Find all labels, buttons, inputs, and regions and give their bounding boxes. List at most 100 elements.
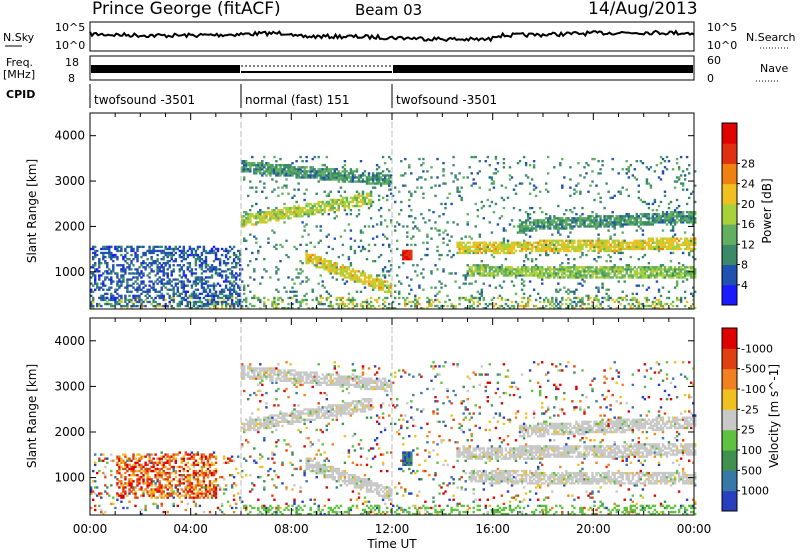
heatmap-cell	[212, 286, 216, 289]
heatmap-cell	[496, 162, 500, 165]
heatmap-cell	[500, 304, 504, 308]
heatmap-cell	[263, 170, 266, 173]
heatmap-cell	[595, 276, 598, 279]
heatmap-cell	[456, 251, 459, 255]
heatmap-cell	[549, 221, 552, 224]
heatmap-cell	[271, 166, 274, 169]
heatmap-cell	[98, 264, 101, 267]
heatmap-cell	[675, 296, 679, 300]
heatmap-cell	[599, 272, 602, 275]
heatmap-cell	[265, 196, 268, 200]
heatmap-cell	[559, 217, 562, 220]
heatmap-cell	[124, 304, 127, 308]
heatmap-cell	[142, 304, 145, 308]
heatmap-cell	[623, 215, 626, 218]
heatmap-cell	[508, 249, 512, 253]
heatmap-cell	[669, 215, 673, 218]
heatmap-cell	[386, 307, 389, 310]
heatmap-cell	[518, 268, 522, 271]
heatmap-cell	[112, 266, 115, 269]
heatmap-cell	[261, 211, 264, 214]
heatmap-cell	[555, 223, 558, 226]
heatmap-cell	[512, 245, 516, 249]
heatmap-cell	[132, 282, 135, 285]
heatmap-cell	[671, 237, 675, 240]
heatmap-cell	[226, 262, 230, 265]
heatmap-cell	[494, 157, 498, 161]
heatmap-cell	[663, 215, 667, 218]
heatmap-cell	[400, 174, 403, 177]
heatmap-cell	[641, 215, 645, 218]
heatmap-cell	[532, 274, 536, 277]
heatmap-cell	[192, 292, 196, 296]
heatmap-cell	[647, 243, 651, 247]
heatmap-cell	[371, 176, 375, 179]
heatmap-cell	[158, 294, 161, 298]
heatmap-cell	[124, 268, 127, 271]
heatmap-cell	[339, 270, 343, 273]
heatmap-cell	[569, 186, 572, 189]
heatmap-cell	[295, 200, 298, 204]
heatmap-cell	[667, 213, 671, 216]
heatmap-cell	[226, 296, 230, 300]
heatmap-cell	[212, 294, 216, 298]
heatmap-cell	[651, 213, 655, 216]
heatmap-cell	[148, 266, 151, 269]
heatmap-cell	[518, 304, 522, 308]
heatmap-cell	[351, 176, 355, 179]
heatmap-cell	[349, 196, 353, 200]
heatmap-cell	[383, 182, 387, 185]
heatmap-cell	[581, 268, 584, 271]
heatmap-cell	[253, 164, 256, 167]
heatmap-cell	[311, 176, 314, 179]
heatmap-cell	[178, 249, 182, 253]
heatmap-cell	[647, 241, 651, 244]
heatmap-cell	[665, 272, 669, 275]
heatmap-cell	[532, 211, 536, 214]
heatmap-cell	[547, 243, 550, 247]
heatmap-cell	[333, 168, 337, 171]
heatmap-cell	[265, 170, 268, 173]
heatmap-cell	[371, 174, 375, 177]
heatmap-cell	[261, 215, 264, 218]
heatmap-cell	[416, 186, 419, 189]
heatmap-cell	[621, 186, 624, 189]
heatmap-cell	[295, 298, 298, 302]
heatmap-cell	[502, 307, 506, 310]
heatmap-cell	[323, 286, 326, 289]
heatmap-cell	[438, 215, 441, 218]
heatmap-cell	[186, 262, 190, 265]
heatmap-cell	[371, 172, 375, 175]
heatmap-cell	[315, 176, 318, 179]
date-label: 14/Aug/2013	[588, 0, 698, 19]
heatmap-cell	[510, 243, 514, 247]
heatmap-cell	[343, 176, 347, 179]
heatmap-cell	[500, 296, 504, 300]
heatmap-cell	[478, 241, 482, 244]
heatmap-cell	[190, 251, 194, 255]
heatmap-cell	[599, 302, 602, 306]
heatmap-cell	[573, 300, 576, 304]
heatmap-cell	[321, 200, 324, 204]
heatmap-cell	[599, 268, 602, 271]
heatmap-cell	[92, 251, 95, 255]
heatmap-cell	[150, 296, 153, 300]
heatmap-cell	[657, 239, 661, 242]
heatmap-cell	[605, 276, 608, 279]
heatmap-cell	[235, 264, 238, 267]
heatmap-cell	[263, 217, 266, 220]
heatmap-cell	[180, 292, 184, 296]
heatmap-cell	[406, 243, 409, 247]
heatmap-cell	[524, 221, 528, 224]
heatmap-cell	[454, 176, 457, 179]
heatmap-cell	[337, 170, 341, 173]
heatmap-cell	[659, 266, 663, 269]
heatmap-cell	[263, 182, 266, 185]
heatmap-cell	[619, 258, 622, 261]
heatmap-cell	[631, 298, 635, 302]
heatmap-cell	[543, 300, 546, 304]
heatmap-cell	[323, 168, 326, 171]
heatmap-cell	[263, 268, 266, 271]
heatmap-cell	[585, 219, 588, 222]
heatmap-cell	[480, 251, 484, 255]
